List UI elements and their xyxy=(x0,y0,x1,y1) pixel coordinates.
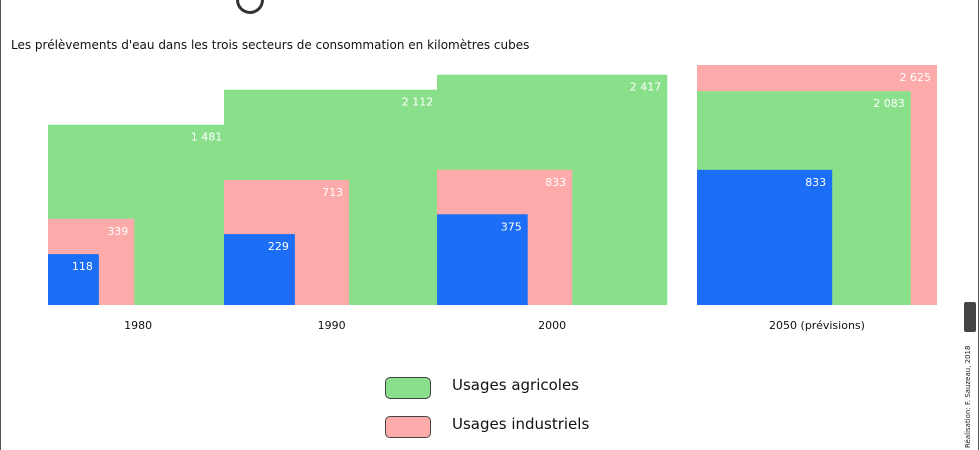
category-label-2: 2000 xyxy=(538,319,566,332)
value-label-industriel-3: 2 625 xyxy=(900,71,932,84)
legend-label-industriel: Usages industriels xyxy=(452,415,590,433)
legend-swatch-industriel xyxy=(385,416,431,438)
value-label-domestique-2: 375 xyxy=(501,220,522,233)
cc-license-icon xyxy=(964,302,976,332)
frame-left-border xyxy=(0,0,1,450)
value-label-domestique-1: 229 xyxy=(268,240,289,253)
category-label-0: 1980 xyxy=(124,319,152,332)
legend-label-agricole: Usages agricoles xyxy=(452,376,580,394)
frame-right-border xyxy=(978,0,979,450)
square-domestique-0 xyxy=(48,254,99,305)
value-label-agricole-0: 1 481 xyxy=(191,131,223,144)
value-label-agricole-2: 2 417 xyxy=(630,81,662,94)
value-label-industriel-0: 339 xyxy=(107,225,128,238)
value-label-domestique-3: 833 xyxy=(805,176,826,189)
credit-text: Réalisation: F. Sauzeau, 2018 xyxy=(964,345,972,448)
value-label-agricole-1: 2 112 xyxy=(402,96,434,109)
value-label-domestique-0: 118 xyxy=(72,260,93,273)
category-label-1: 1990 xyxy=(318,319,346,332)
value-label-agricole-3: 2 083 xyxy=(873,97,905,110)
square-domestique-2 xyxy=(437,214,528,305)
chart-subtitle: Les prélèvements d'eau dans les trois se… xyxy=(11,38,530,52)
square-domestique-3 xyxy=(697,169,833,305)
legend-swatch-agricole xyxy=(385,377,431,399)
category-label-3: 2050 (prévisions) xyxy=(769,319,865,332)
value-label-industriel-1: 713 xyxy=(322,186,343,199)
square-domestique-1 xyxy=(224,234,295,305)
value-label-industriel-2: 833 xyxy=(545,176,566,189)
credit: Réalisation: F. Sauzeau, 2018 xyxy=(961,308,978,450)
